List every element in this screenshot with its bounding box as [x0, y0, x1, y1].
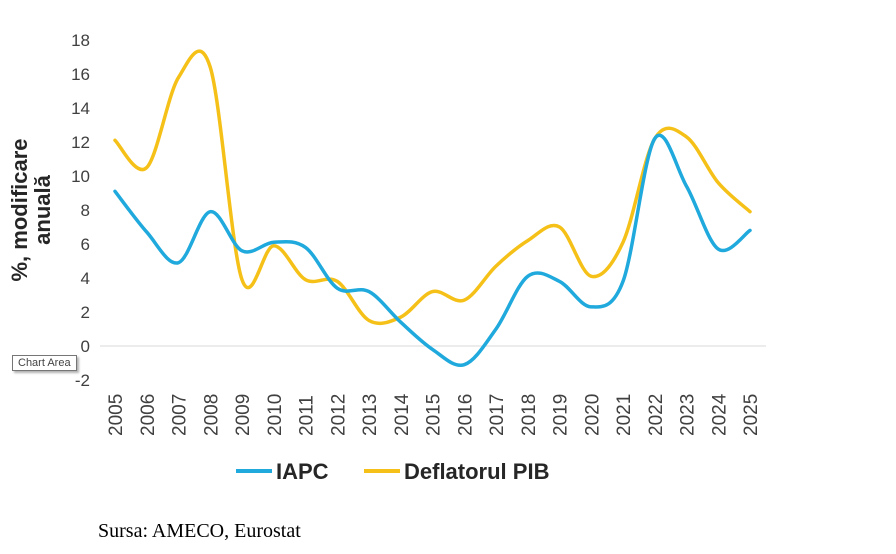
y-axis-label-line2: anuală — [30, 174, 55, 244]
x-tick-label: 2016 — [455, 394, 476, 436]
x-tick-label: 2014 — [392, 393, 413, 436]
x-tick-label: 2010 — [265, 394, 286, 436]
y-tick-label: 0 — [81, 337, 90, 356]
x-tick-label: 2018 — [519, 394, 540, 436]
x-tick-label: 2011 — [297, 395, 318, 436]
x-tick-label: 2006 — [138, 394, 159, 436]
x-tick-label: 2009 — [233, 394, 254, 436]
x-tick-label: 2024 — [709, 393, 730, 436]
y-tick-label: 18 — [71, 31, 90, 50]
y-tick-label: 6 — [81, 235, 90, 254]
y-tick-label: 14 — [71, 99, 90, 118]
x-tick-label: 2007 — [170, 394, 191, 436]
x-tick-label: 2019 — [551, 394, 572, 436]
y-tick-label: 10 — [71, 167, 90, 186]
x-tick-label: 2005 — [106, 394, 127, 436]
y-tick-label: 8 — [81, 201, 90, 220]
source-note: Sursa: AMECO, Eurostat — [98, 520, 301, 542]
y-tick-label: 12 — [71, 133, 90, 152]
series-line-1[interactable] — [113, 49, 752, 326]
x-tick-label: 2020 — [582, 394, 603, 436]
y-tick-label: 4 — [81, 269, 90, 288]
x-tick-label: 2017 — [487, 394, 508, 436]
x-tick-label: 2008 — [201, 394, 222, 436]
x-tick-label: 2013 — [360, 394, 381, 436]
y-tick-label: 16 — [71, 65, 90, 84]
x-tick-label: 2025 — [741, 394, 762, 436]
x-tick-label: 2021 — [614, 394, 635, 436]
series-line-0[interactable] — [113, 133, 752, 368]
y-tick-label: -2 — [75, 371, 90, 390]
x-tick-label: 2015 — [424, 394, 445, 436]
x-tick-label: 2023 — [678, 394, 699, 436]
chart-area-tooltip: Chart Area — [12, 355, 77, 371]
legend-label-1: Deflatorul PIB — [404, 459, 549, 484]
y-tick-label: 2 — [81, 303, 90, 322]
x-tick-label: 2022 — [646, 394, 667, 436]
legend-label-0: IAPC — [276, 459, 329, 484]
x-tick-label: 2012 — [328, 394, 349, 436]
y-axis-label: %, modificare — [7, 138, 32, 281]
